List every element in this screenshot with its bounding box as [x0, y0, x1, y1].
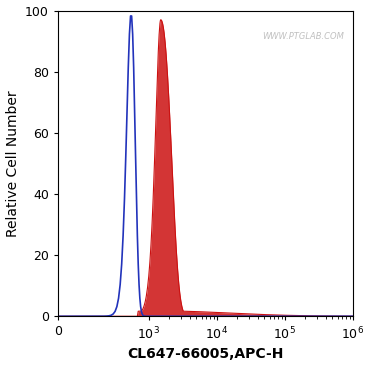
X-axis label: CL647-66005,APC-H: CL647-66005,APC-H: [127, 348, 284, 361]
Text: WWW.PTGLAB.COM: WWW.PTGLAB.COM: [262, 32, 344, 41]
Y-axis label: Relative Cell Number: Relative Cell Number: [6, 90, 20, 237]
